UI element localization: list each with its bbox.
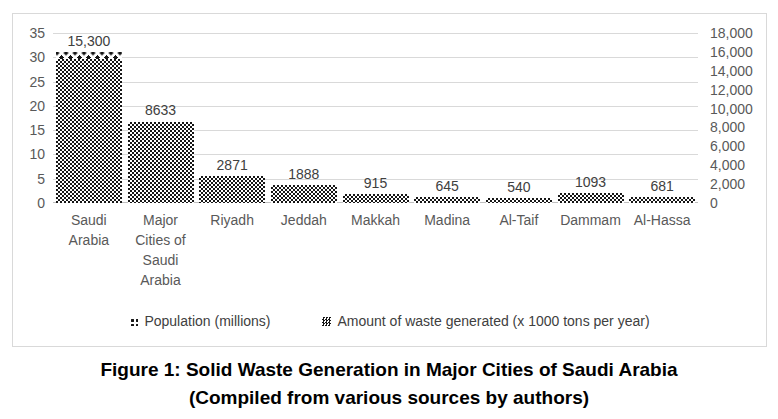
waste-bar xyxy=(486,198,552,203)
data-label: 1093 xyxy=(575,174,606,190)
plot-area: 15,300 8633 2871 1888 915 645 540 1093 681 xyxy=(53,33,698,203)
category-label: Makkah xyxy=(340,210,412,230)
category-label: Major Cities of Saudi Arabia xyxy=(125,210,197,290)
category-axis: Saudi ArabiaMajor Cities of Saudi Arabia… xyxy=(53,210,698,310)
waste-bar xyxy=(629,197,695,203)
data-label: 1888 xyxy=(288,166,319,182)
right-axis-tick: 4,000 xyxy=(710,157,764,173)
bar-group: 1093 xyxy=(558,33,624,203)
bar-group: 8633 xyxy=(128,33,194,203)
category-label: Dammam xyxy=(555,210,627,230)
bar-group: 915 xyxy=(343,33,409,203)
bar-group: 645 xyxy=(414,33,480,203)
category-label: Riyadh xyxy=(196,210,268,230)
bar-group: 540 xyxy=(486,33,552,203)
waste-bar xyxy=(199,176,265,203)
data-label: 540 xyxy=(507,179,530,195)
category-label: Al-Taif xyxy=(483,210,555,230)
right-axis-tick: 16,000 xyxy=(710,44,764,60)
bar-group: 15,300 xyxy=(56,33,122,203)
bar-group: 1888 xyxy=(271,33,337,203)
left-axis-tick: 25 xyxy=(15,74,45,90)
page: { "figure_caption": { "line1": "Figure 1… xyxy=(0,0,778,419)
data-label: 8633 xyxy=(145,102,176,118)
left-axis-tick: 10 xyxy=(15,146,45,162)
right-axis-tick: 12,000 xyxy=(710,82,764,98)
figure-caption: Figure 1: Solid Waste Generation in Majo… xyxy=(0,356,778,412)
legend-label-population: Population (millions) xyxy=(144,313,270,329)
waste-bar xyxy=(558,193,624,203)
legend-item-waste: Amount of waste generated (x 1000 tons p… xyxy=(322,313,649,329)
left-axis: 05101520253035 xyxy=(15,33,45,203)
caption-line-1: Figure 1: Solid Waste Generation in Majo… xyxy=(0,356,778,384)
data-label: 915 xyxy=(364,175,387,191)
caption-line-2: (Compiled from various sources by author… xyxy=(0,384,778,412)
data-label: 15,300 xyxy=(67,33,110,49)
left-axis-tick: 15 xyxy=(15,122,45,138)
right-axis: 02,0004,0006,0008,00010,00012,00014,0001… xyxy=(710,33,764,203)
data-label: 681 xyxy=(650,178,673,194)
waste-bar xyxy=(271,185,337,203)
right-axis-tick: 2,000 xyxy=(710,176,764,192)
waste-bar xyxy=(56,59,122,204)
left-axis-tick: 20 xyxy=(15,98,45,114)
data-label: 2871 xyxy=(217,157,248,173)
bar-chart-frame: 0 5 10 15 20 25 30 35 15,300 8633 2871 1888 915 645 5… xyxy=(12,13,767,347)
category-label: Al-Hassa xyxy=(626,210,698,230)
right-axis-tick: 14,000 xyxy=(710,63,764,79)
left-axis-tick: 35 xyxy=(15,25,45,41)
right-axis-tick: 18,000 xyxy=(710,25,764,41)
legend: Population (millions) Amount of waste ge… xyxy=(13,313,766,329)
right-axis-tick: 10,000 xyxy=(710,101,764,117)
left-axis-tick: 30 xyxy=(15,49,45,65)
right-axis-tick: 6,000 xyxy=(710,138,764,154)
bar-group: 681 xyxy=(629,33,695,203)
population-pattern-swatch-icon xyxy=(129,317,138,326)
left-axis-tick: 5 xyxy=(15,171,45,187)
legend-item-population: Population (millions) xyxy=(129,313,270,329)
waste-bar xyxy=(343,194,409,203)
legend-label-waste: Amount of waste generated (x 1000 tons p… xyxy=(337,313,649,329)
category-label: Saudi Arabia xyxy=(53,210,125,250)
bar-group: 2871 xyxy=(199,33,265,203)
right-axis-tick: 0 xyxy=(710,195,764,211)
data-label: 645 xyxy=(435,178,458,194)
waste-pattern-swatch-icon xyxy=(322,317,331,326)
left-axis-tick: 0 xyxy=(15,195,45,211)
category-label: Madina xyxy=(411,210,483,230)
waste-bar xyxy=(414,197,480,203)
category-label: Jeddah xyxy=(268,210,340,230)
right-axis-tick: 8,000 xyxy=(710,119,764,135)
waste-bar xyxy=(128,122,194,204)
